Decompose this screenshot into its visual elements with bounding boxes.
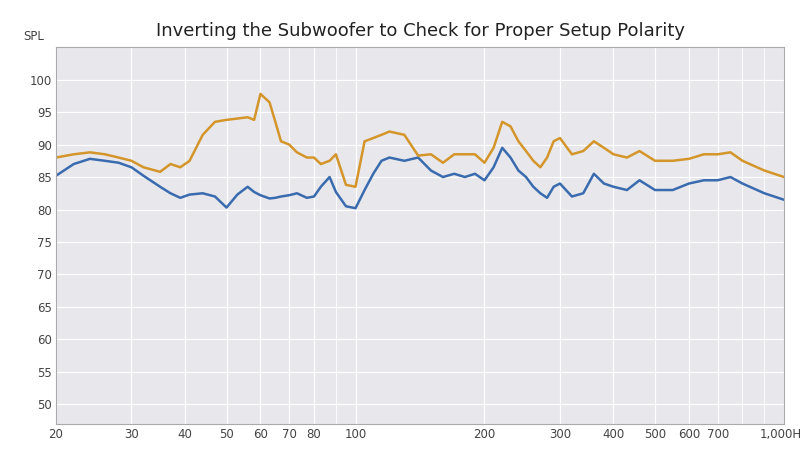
Text: SPL: SPL — [23, 30, 44, 43]
Title: Inverting the Subwoofer to Check for Proper Setup Polarity: Inverting the Subwoofer to Check for Pro… — [155, 22, 685, 40]
